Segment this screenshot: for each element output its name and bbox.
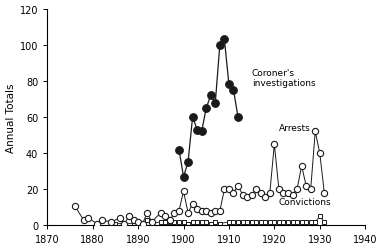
Text: Convictions: Convictions [279, 198, 332, 206]
Text: Arrests: Arrests [279, 124, 311, 133]
Y-axis label: Annual Totals: Annual Totals [6, 83, 16, 152]
Text: Coroner's
investigations: Coroner's investigations [252, 68, 315, 87]
